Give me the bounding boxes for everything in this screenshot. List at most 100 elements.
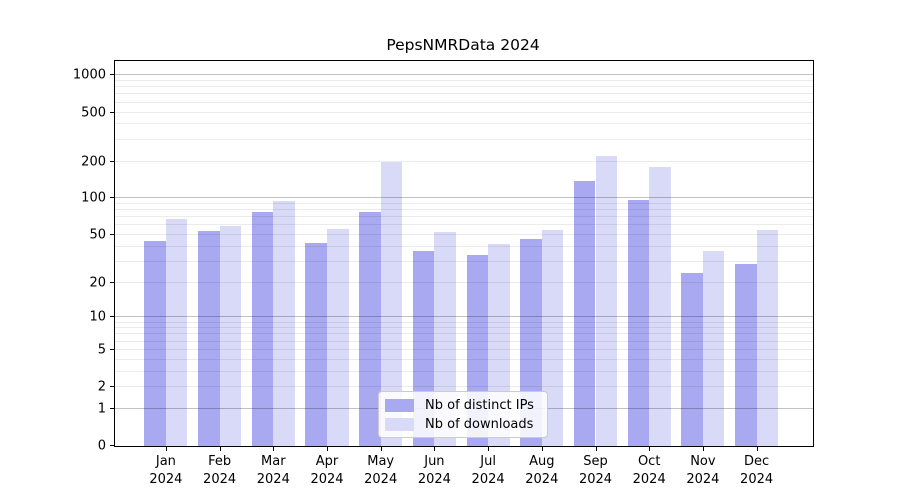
x-ticklabel-jun: Jun 2024 (418, 453, 451, 488)
y-ticklabel-200: 200 (81, 154, 106, 169)
bar-mar-downloads (273, 201, 295, 446)
bar-oct-distinct-ips (627, 200, 650, 446)
x-label-year: 2024 (310, 471, 344, 487)
x-tickmark-jan (165, 446, 167, 451)
gridline-40 (115, 245, 813, 247)
x-ticklabel-sep: Sep 2024 (579, 453, 612, 488)
gridline-200 (115, 160, 813, 162)
bar-oct-downloads (649, 167, 671, 446)
y-ticklabel-20: 20 (89, 275, 106, 291)
bar-nov-downloads (702, 250, 725, 446)
x-ticklabel-jul: Jul 2024 (472, 453, 505, 488)
x-ticklabel-jan: Jan 2024 (149, 453, 182, 488)
gridlines-layer (115, 61, 813, 446)
bar-sep-distinct-ips (573, 181, 596, 446)
x-ticklabel-oct: Oct 2024 (633, 453, 666, 488)
gridline-10 (115, 316, 813, 318)
x-tickmark-apr (327, 446, 328, 451)
x-tickmark-may (380, 446, 382, 451)
bar-jan-distinct-ips (144, 240, 166, 446)
x-label-year: 2024 (740, 471, 774, 487)
x-label-year: 2024 (686, 471, 720, 487)
x-label-year: 2024 (364, 471, 398, 487)
x-ticklabel-apr: Apr 2024 (310, 453, 343, 488)
x-label-year: 2024 (203, 471, 237, 487)
x-ticklabel-mar: Mar 2024 (257, 453, 290, 488)
gridline-500 (115, 111, 813, 113)
bar-mar-distinct-ips (251, 212, 274, 446)
bar-apr-downloads (327, 229, 349, 446)
y-tickmark-200 (110, 160, 115, 162)
plot-area: 0 1 2 5 10 20 50 100 200 500 1000 Jan 2024 Feb 2024 Ma… (73, 60, 814, 487)
x-label-month: Dec (744, 454, 770, 469)
gridline-1000 (115, 74, 813, 76)
gridline-50 (115, 234, 813, 235)
x-label-month: Jan (155, 454, 176, 469)
bar-dec-distinct-ips (735, 263, 757, 446)
legend-item-0: Nb of distinct IPs (385, 398, 539, 413)
gridline-30 (115, 260, 813, 262)
bar-feb-downloads (219, 226, 242, 446)
y-ticklabel-100: 100 (81, 190, 106, 206)
y-tickmark-1000 (110, 74, 115, 76)
gridline-400 (115, 123, 813, 125)
gridline-80 (115, 209, 813, 211)
y-tickmark-5 (110, 348, 115, 350)
x-label-month: Jul (480, 454, 496, 469)
x-label-year: 2024 (149, 471, 183, 487)
x-label-year: 2024 (578, 471, 613, 487)
legend: Nb of distinct IPs Nb of downloads (378, 391, 548, 438)
gridline-9 (115, 321, 813, 323)
gridline-8 (115, 327, 813, 329)
x-label-month: Jun (424, 454, 445, 469)
gridline-700 (115, 93, 813, 95)
x-label-month: Sep (583, 454, 608, 469)
x-tickmark-dec (756, 446, 758, 451)
x-label-month: Mar (261, 454, 286, 469)
gridline-90 (115, 203, 813, 204)
bar-apr-distinct-ips (305, 243, 327, 446)
y-ticklabel-500: 500 (81, 105, 106, 120)
x-tickmark-sep (595, 446, 597, 451)
gridline-5 (115, 348, 813, 350)
y-ticklabel-1: 1 (97, 401, 106, 417)
bar-feb-distinct-ips (198, 231, 220, 446)
x-tickmark-mar (273, 446, 275, 451)
x-label-month: Apr (315, 454, 339, 469)
gridline-3 (115, 370, 813, 372)
x-label-year: 2024 (417, 471, 451, 487)
gridline-60 (115, 224, 813, 226)
gridline-600 (115, 101, 813, 103)
y-tickmark-2 (110, 386, 115, 388)
x-ticklabel-aug: Aug 2024 (525, 453, 558, 488)
legend-swatch-0 (385, 398, 414, 412)
legend-label-0: Nb of distinct IPs (425, 397, 534, 413)
bar-jan-downloads (165, 218, 188, 446)
y-axis: 0 1 2 5 10 20 50 100 200 500 1000 (73, 61, 813, 454)
x-label-year: 2024 (525, 471, 559, 487)
y-tickmark-50 (110, 234, 115, 235)
x-tickmark-jul (488, 446, 490, 451)
bar-nov-distinct-ips (681, 273, 703, 446)
x-ticklabel-feb: Feb 2024 (203, 453, 236, 488)
x-label-month: Aug (529, 454, 555, 469)
x-label-year: 2024 (471, 471, 505, 487)
y-ticklabel-10: 10 (89, 309, 106, 325)
x-label-month: May (367, 454, 395, 469)
x-tickmark-oct (649, 446, 651, 451)
x-label-month: Nov (690, 454, 716, 469)
gridline-7 (115, 333, 813, 335)
y-ticklabel-0: 0 (97, 438, 106, 454)
x-ticklabel-may: May 2024 (364, 453, 397, 488)
x-tickmark-jun (434, 446, 436, 451)
x-tickmark-feb (219, 446, 221, 451)
bar-may-distinct-ips (359, 212, 381, 446)
x-ticklabel-nov: Nov 2024 (686, 453, 719, 488)
gridline-300 (115, 138, 813, 140)
gridline-100 (115, 197, 813, 199)
x-ticklabel-dec: Dec 2024 (740, 453, 773, 488)
x-label-year: 2024 (256, 471, 290, 487)
gridline-2 (115, 386, 813, 388)
y-tickmark-0 (110, 445, 115, 446)
bar-dec-downloads (756, 230, 779, 446)
